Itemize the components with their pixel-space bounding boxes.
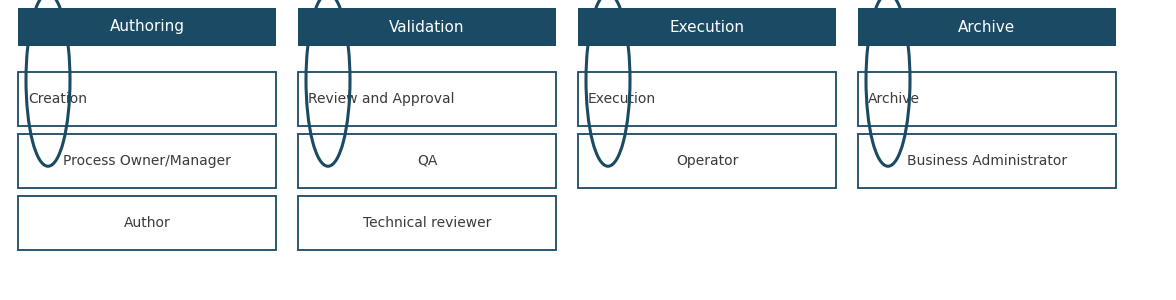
Bar xyxy=(577,134,836,188)
Bar xyxy=(298,196,556,250)
Text: Execution: Execution xyxy=(588,92,656,106)
Text: Operator: Operator xyxy=(676,154,739,168)
Bar xyxy=(18,72,276,126)
Text: Validation: Validation xyxy=(389,20,465,34)
Text: Technical reviewer: Technical reviewer xyxy=(363,216,492,230)
Text: Creation: Creation xyxy=(28,92,87,106)
Text: Process Owner/Manager: Process Owner/Manager xyxy=(64,154,230,168)
Bar xyxy=(577,8,836,46)
Text: QA: QA xyxy=(416,154,437,168)
Bar xyxy=(577,72,836,126)
Bar xyxy=(18,8,276,46)
Text: Author: Author xyxy=(123,216,171,230)
Text: Archive: Archive xyxy=(958,20,1016,34)
Text: Business Administrator: Business Administrator xyxy=(907,154,1067,168)
Bar xyxy=(858,72,1116,126)
Bar xyxy=(858,134,1116,188)
Bar xyxy=(858,8,1116,46)
Text: Authoring: Authoring xyxy=(109,20,185,34)
Bar xyxy=(18,134,276,188)
Text: Review and Approval: Review and Approval xyxy=(308,92,454,106)
Bar xyxy=(298,134,556,188)
Bar xyxy=(18,196,276,250)
Bar xyxy=(298,8,556,46)
Bar xyxy=(298,72,556,126)
Text: Archive: Archive xyxy=(868,92,920,106)
Text: Execution: Execution xyxy=(669,20,744,34)
